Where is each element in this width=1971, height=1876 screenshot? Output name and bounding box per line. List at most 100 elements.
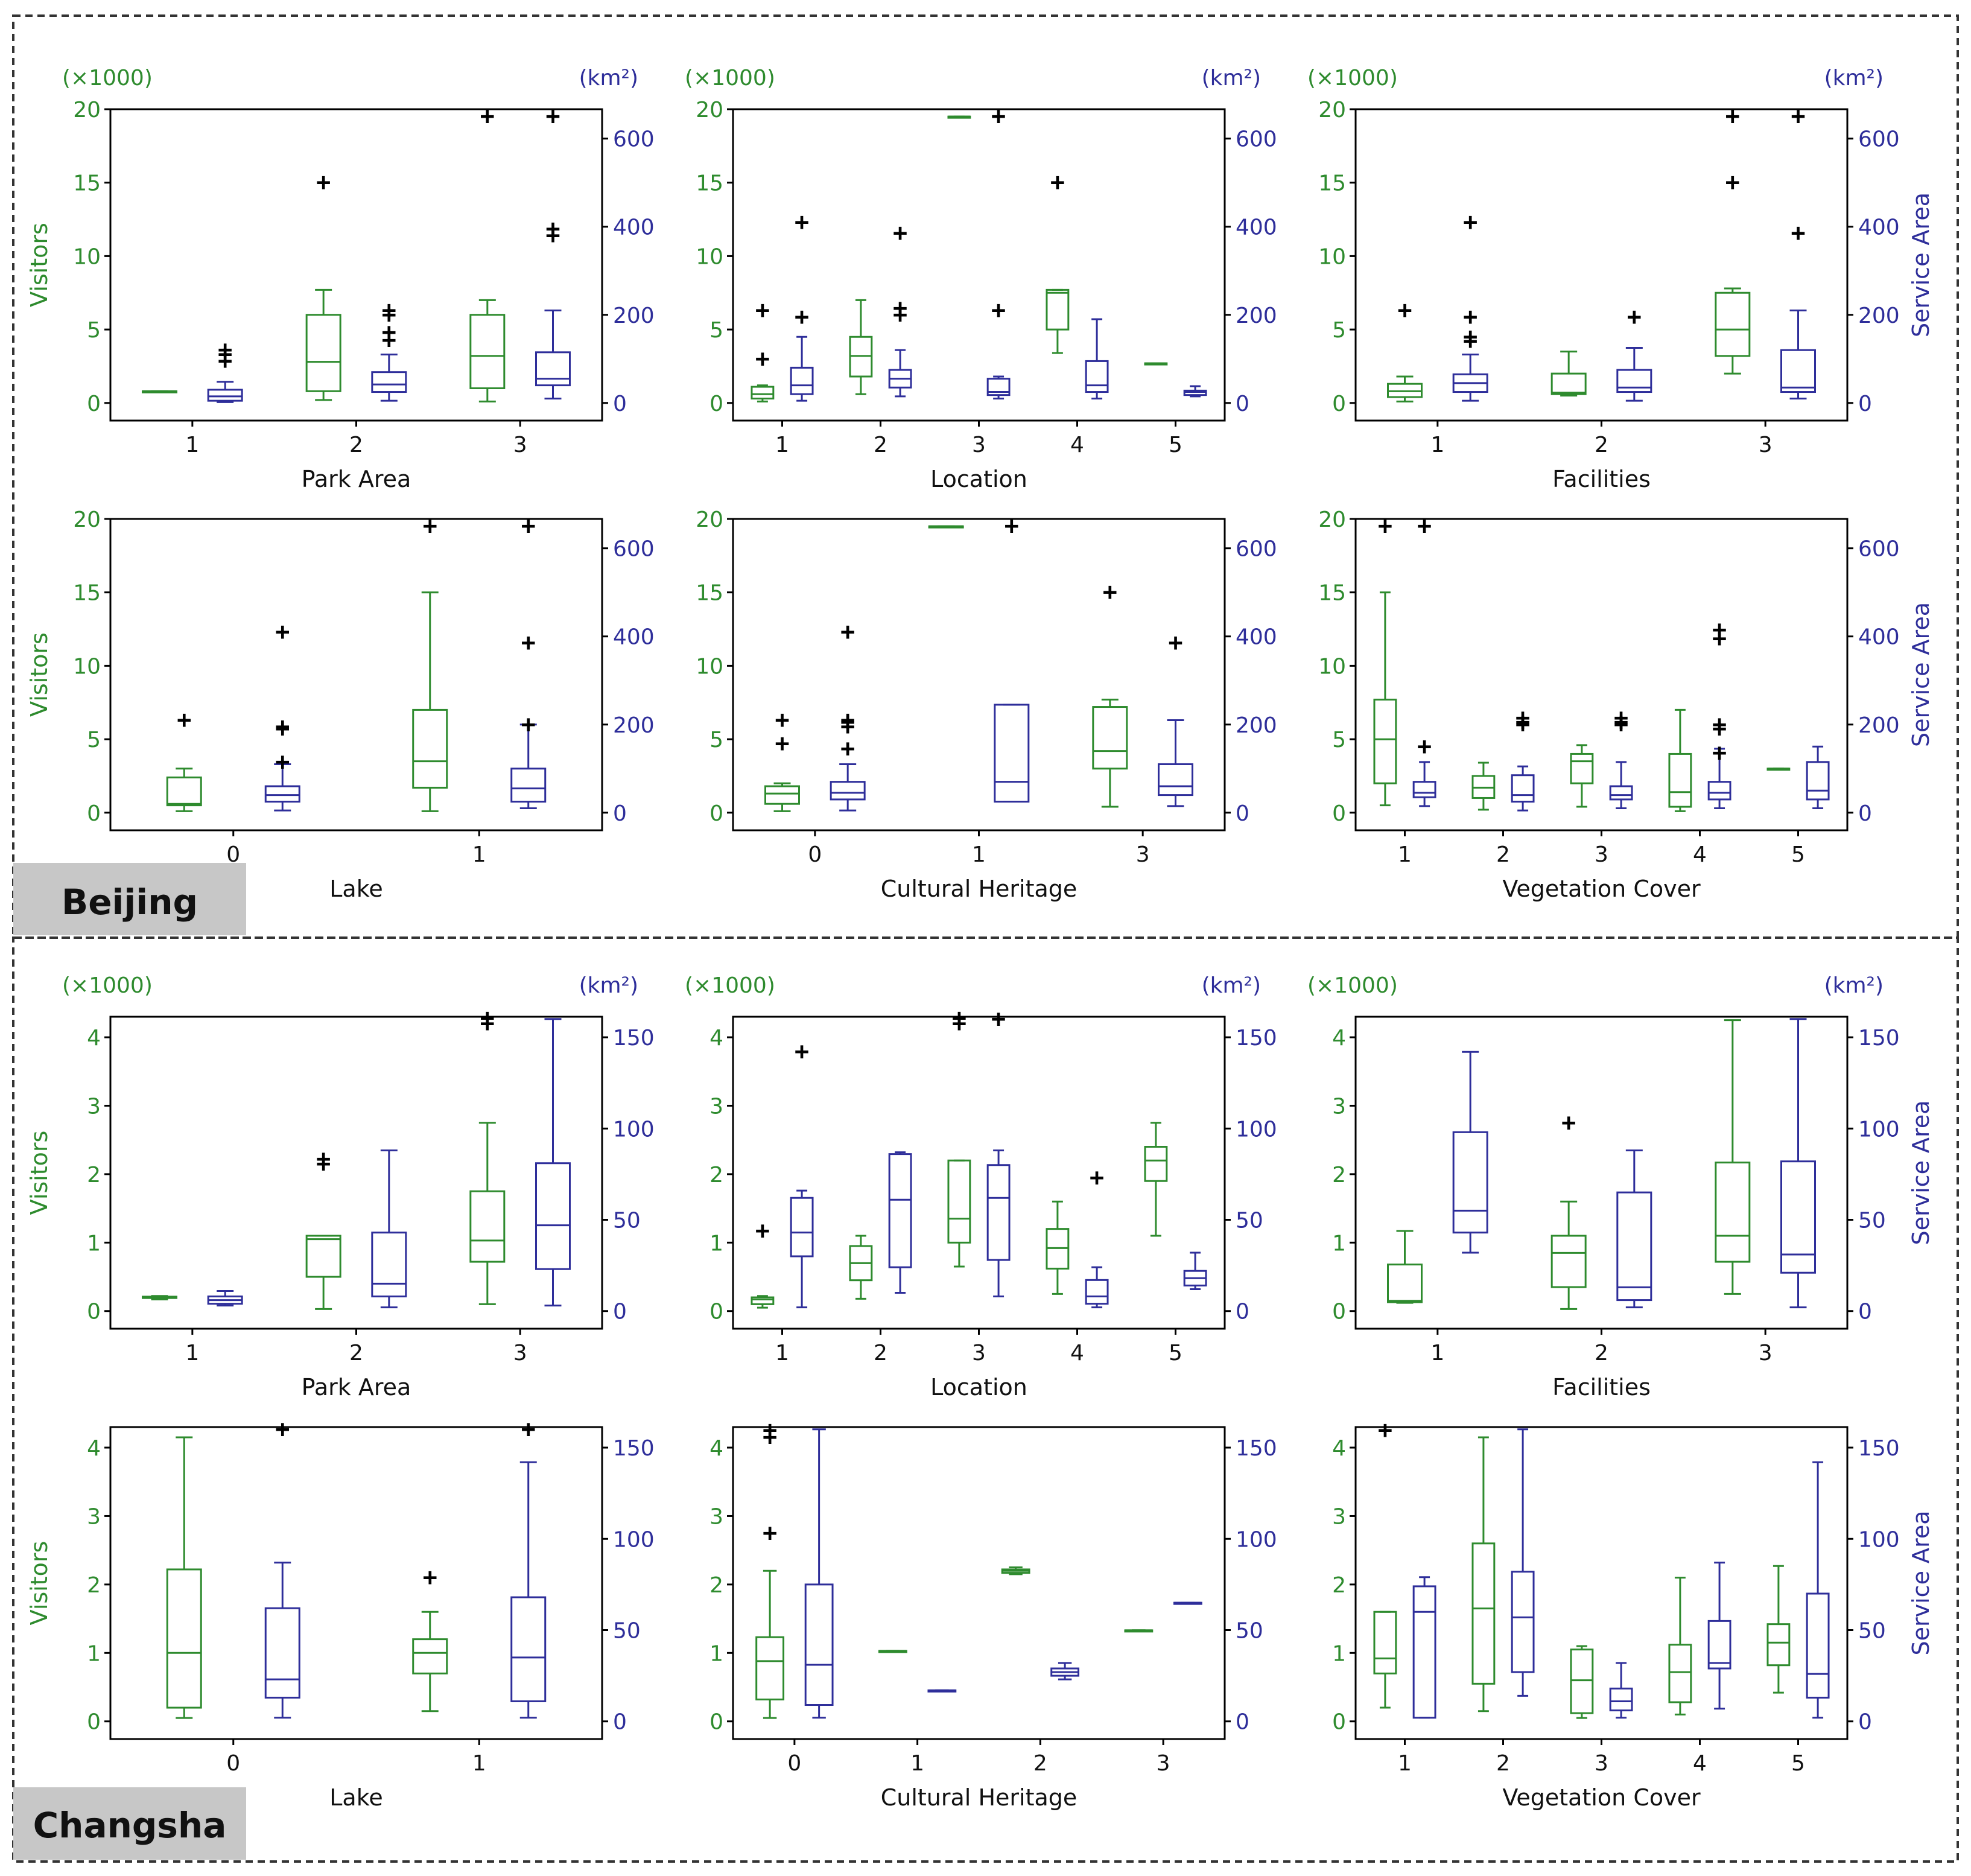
left-tick-label: 2 xyxy=(1332,1573,1346,1598)
iqr-box xyxy=(264,1607,300,1699)
x-tick-label: 2 xyxy=(874,1341,887,1366)
x-tick-label: 1 xyxy=(910,1751,924,1776)
subplot-changsha-park-area: 0 1 2 3 4 0 50 100 150 1 2 3 Park Area (×1000) (km²) Vi… xyxy=(26,973,655,1401)
box-visitors-1: + xyxy=(1387,296,1423,402)
iqr-box xyxy=(1780,1160,1816,1274)
outlier-marker: + xyxy=(1561,1109,1576,1137)
axes-frame xyxy=(732,1426,1226,1740)
left-tick-label: 5 xyxy=(1332,318,1346,343)
box-visitors-3 xyxy=(1124,1629,1154,1633)
outlier-marker: + xyxy=(480,103,495,130)
outlier-marker: + xyxy=(545,103,560,130)
left-tick-label: 5 xyxy=(709,728,723,752)
right-tick-label: 150 xyxy=(1858,1436,1900,1461)
outlier-marker: + xyxy=(1712,616,1727,644)
right-tick-label: 50 xyxy=(613,1208,641,1233)
iqr-box xyxy=(1085,1279,1109,1305)
outlier-marker: + xyxy=(1168,629,1182,657)
outlier-marker: + xyxy=(1005,512,1019,540)
box-service-area-1 xyxy=(1452,1051,1488,1254)
iqr-box xyxy=(1616,369,1652,393)
left-tick-label: 0 xyxy=(87,801,101,826)
outlier-marker: + xyxy=(545,221,560,249)
right-tick-label: 200 xyxy=(613,713,655,738)
y-axis-label-service-area: Service Area xyxy=(1908,1101,1934,1245)
outlier-marker: + xyxy=(382,319,396,346)
box-visitors-3: ++ xyxy=(469,1004,506,1305)
right-tick-label: 200 xyxy=(1236,713,1277,738)
box-visitors-1 xyxy=(928,525,964,529)
outlier-marker: + xyxy=(1614,708,1628,736)
city-label-beijing: Beijing xyxy=(62,882,198,923)
left-tick-label: 0 xyxy=(1332,1710,1346,1735)
left-unit-label: (×1000) xyxy=(1307,973,1398,998)
x-axis-label: Facilities xyxy=(1552,1374,1651,1401)
right-tick-label: 0 xyxy=(1236,801,1249,826)
left-tick-label: 3 xyxy=(87,1504,101,1529)
iqr-box xyxy=(510,1596,547,1702)
left-tick-label: 4 xyxy=(709,1026,723,1051)
outlier-marker: + xyxy=(1791,103,1805,130)
outlier-marker: + xyxy=(755,296,770,324)
x-tick-label: 3 xyxy=(1595,1751,1608,1776)
outlier-marker: + xyxy=(755,1217,770,1245)
iqr-box xyxy=(1609,1687,1633,1712)
left-tick-label: 0 xyxy=(87,1710,101,1735)
right-tick-label: 100 xyxy=(1858,1117,1900,1142)
x-axis-label: Lake xyxy=(329,876,383,902)
x-tick-label: 3 xyxy=(972,1341,986,1366)
right-tick-label: 150 xyxy=(1858,1026,1900,1051)
box-visitors-3 xyxy=(947,115,971,119)
iqr-box xyxy=(1550,372,1587,395)
y-axis-label-visitors: Visitors xyxy=(26,1541,52,1626)
iqr-box xyxy=(1668,752,1692,808)
box-service-area-3 xyxy=(1780,1018,1816,1309)
box-visitors-2: + xyxy=(1550,1109,1587,1310)
iqr-box xyxy=(986,378,1011,396)
left-tick-label: 5 xyxy=(709,318,723,343)
box-service-area-3 xyxy=(535,1018,571,1307)
box-service-area-1 xyxy=(927,1689,957,1693)
iqr-box xyxy=(1158,763,1193,797)
outlier-marker: + xyxy=(1712,739,1727,767)
outlier-marker: + xyxy=(1725,169,1740,197)
box-visitors-3 xyxy=(1715,1019,1751,1295)
axes-frame xyxy=(109,518,603,831)
x-tick-label: 0 xyxy=(787,1751,801,1776)
iqr-box xyxy=(412,1638,448,1674)
right-tick-label: 200 xyxy=(613,304,655,328)
left-tick-label: 4 xyxy=(1332,1436,1346,1461)
box-service-area-0: + xyxy=(264,1416,300,1719)
box-service-area-1: + xyxy=(510,1416,547,1719)
right-unit-label: (km²) xyxy=(579,973,638,998)
box-service-area-1: ++++ xyxy=(1452,208,1488,402)
y-axis-label-visitors: Visitors xyxy=(26,1131,52,1215)
x-tick-label: 2 xyxy=(1595,433,1608,457)
left-tick-label: 0 xyxy=(709,1300,723,1324)
right-tick-label: 400 xyxy=(1236,215,1277,240)
left-tick-label: 0 xyxy=(1332,801,1346,826)
outlier-marker: + xyxy=(1516,708,1530,736)
x-tick-label: 2 xyxy=(1033,1751,1047,1776)
axes-frame xyxy=(109,1426,603,1740)
right-tick-label: 200 xyxy=(1858,713,1900,738)
left-tick-label: 0 xyxy=(709,1710,723,1735)
left-tick-label: 0 xyxy=(709,392,723,416)
left-tick-label: 2 xyxy=(1332,1163,1346,1188)
outlier-marker: + xyxy=(316,169,331,197)
right-tick-label: 150 xyxy=(1236,1026,1277,1051)
outlier-marker: + xyxy=(177,706,191,734)
right-tick-label: 50 xyxy=(1236,1619,1263,1644)
iqr-box xyxy=(1511,1571,1535,1673)
x-tick-label: 1 xyxy=(1430,433,1444,457)
outlier-marker: + xyxy=(1725,103,1740,130)
box-visitors-2 xyxy=(849,299,873,395)
left-tick-label: 4 xyxy=(709,1436,723,1461)
left-tick-label: 2 xyxy=(87,1163,101,1188)
right-tick-label: 600 xyxy=(1236,537,1277,562)
x-tick-label: 1 xyxy=(1398,1751,1412,1776)
box-visitors-4: + xyxy=(1046,169,1070,354)
y-axis-label-visitors: Visitors xyxy=(26,223,52,307)
box-service-area-2 xyxy=(888,1151,912,1294)
